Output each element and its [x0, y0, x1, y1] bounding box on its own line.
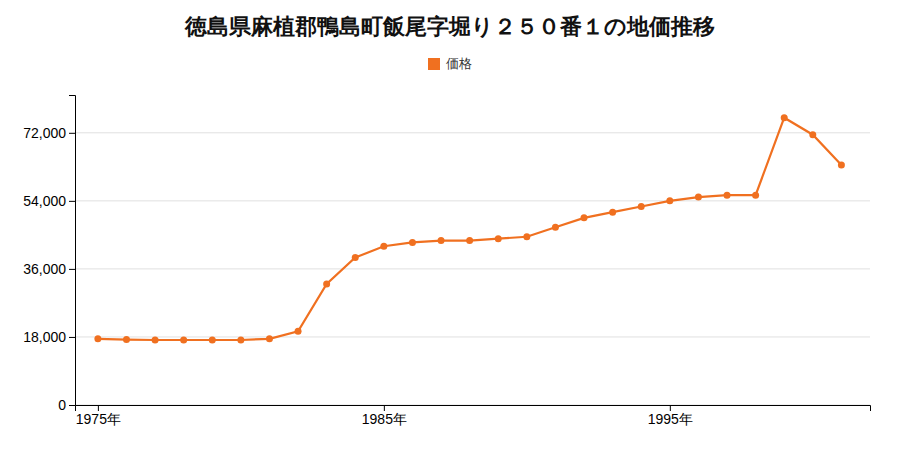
y-tick-label: 18,000: [23, 329, 66, 345]
point: [638, 203, 645, 210]
y-tick-mark: [69, 405, 75, 406]
y-tick-label: 36,000: [23, 261, 66, 277]
point: [581, 214, 588, 221]
y-tick-mark: [69, 337, 75, 338]
point: [609, 209, 616, 216]
point: [209, 336, 216, 343]
point: [838, 161, 845, 168]
grid-line: [75, 336, 870, 337]
point: [752, 192, 759, 199]
y-tick: 18,000: [23, 329, 75, 345]
point: [180, 336, 187, 343]
point: [523, 233, 530, 240]
legend: 価格: [428, 56, 472, 71]
y-tick: 54,000: [23, 193, 75, 209]
title: 徳島県麻植郡鴨島町飯尾字堀り２５０番１の地価推移: [184, 14, 715, 39]
x-axis-line: [76, 406, 871, 412]
x-tick-label: 1995年: [648, 411, 693, 427]
chart: 徳島県麻植郡鴨島町飯尾字堀り２５０番１の地価推移 1975年 1985年 1995年 0…: [0, 0, 900, 450]
point: [809, 131, 816, 138]
point: [123, 336, 130, 343]
point: [94, 335, 101, 342]
y-axis: 0 18,000 36,000 54,000 72,000: [23, 96, 75, 413]
legend-item: 価格: [428, 56, 472, 71]
y-tick: 36,000: [23, 261, 75, 277]
marks: [94, 114, 845, 343]
plot: 1975年 1985年 1995年 0 18,000 36,000 54,000 72,000: [23, 96, 870, 427]
point: [438, 237, 445, 244]
x-tick-label: 1975年: [76, 411, 121, 427]
point: [237, 336, 244, 343]
y-tick: 0: [58, 397, 75, 413]
point: [352, 254, 359, 261]
point: [695, 194, 702, 201]
grid: [75, 133, 870, 405]
y-tick-mark: [69, 133, 75, 134]
line: [98, 118, 842, 340]
point: [466, 237, 473, 244]
x-tick: 1975年: [76, 405, 121, 427]
point: [323, 281, 330, 288]
y-tick: 72,000: [23, 125, 75, 141]
point: [495, 235, 502, 242]
y-tick-label: 0: [58, 397, 66, 413]
x-tick: 1995年: [648, 405, 693, 427]
legend-label: 価格: [446, 56, 472, 71]
point: [409, 239, 416, 246]
point: [781, 114, 788, 121]
x-tick-label: 1985年: [362, 411, 407, 427]
y-tick-mark: [69, 269, 75, 270]
x-tick: 1985年: [362, 405, 407, 427]
point: [552, 224, 559, 231]
point: [380, 243, 387, 250]
point: [152, 336, 159, 343]
grid-line: [75, 268, 870, 269]
point: [666, 197, 673, 204]
y-axis-line: [69, 96, 76, 406]
y-tick-mark: [69, 201, 75, 202]
grid-line: [75, 132, 870, 133]
point: [266, 335, 273, 342]
legend-swatch: [428, 58, 440, 70]
x-axis: 1975年 1985年 1995年: [76, 405, 871, 427]
point: [724, 192, 731, 199]
point: [295, 328, 302, 335]
grid-line: [75, 200, 870, 201]
y-tick-label: 72,000: [23, 125, 66, 141]
y-tick-label: 54,000: [23, 193, 66, 209]
